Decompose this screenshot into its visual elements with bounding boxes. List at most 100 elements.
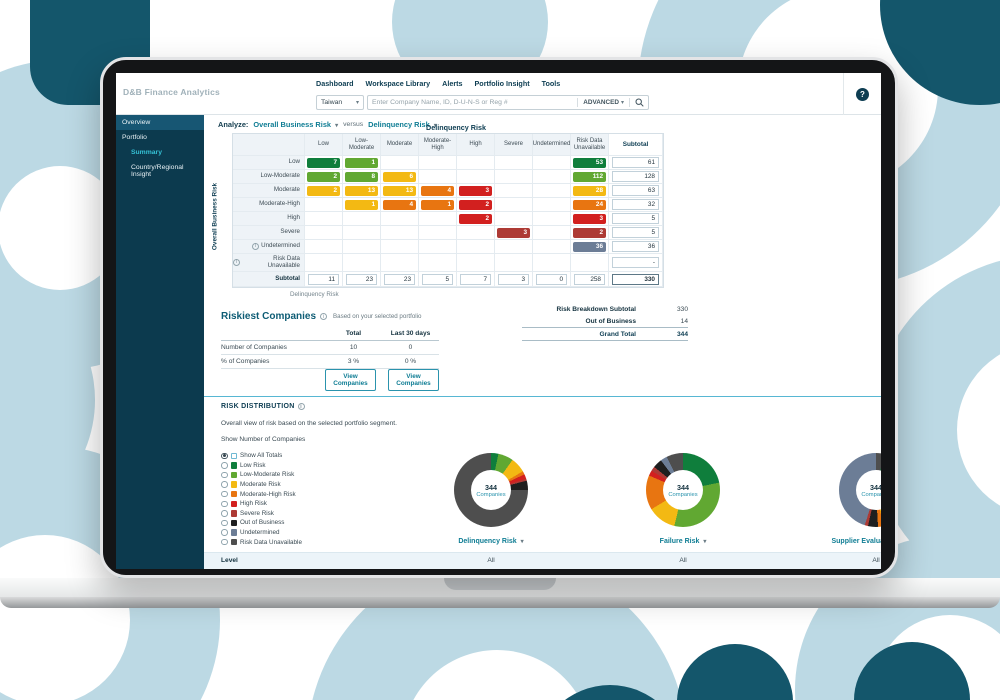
help-button[interactable]: ? <box>856 87 869 101</box>
legend-swatch[interactable] <box>230 510 237 517</box>
subtotal-value[interactable]: 61 <box>612 157 659 168</box>
view-companies-button-last30[interactable]: View Companies <box>388 369 439 391</box>
radio-button[interactable] <box>221 500 228 508</box>
primary-risk-dropdown[interactable]: Overall Business Risk ▾ <box>253 120 339 129</box>
legend-swatch[interactable] <box>230 529 237 536</box>
subtotal-value[interactable]: 7 <box>460 273 491 285</box>
legend-swatch[interactable] <box>230 538 237 546</box>
subtotal-value[interactable]: 5 <box>422 273 453 285</box>
subtotal-value[interactable]: 23 <box>346 273 377 285</box>
legend-swatch[interactable] <box>230 490 237 498</box>
subtotal-value[interactable]: 258 <box>574 273 605 285</box>
legend-item-high[interactable]: High Risk <box>221 499 302 509</box>
view-companies-button-total[interactable]: View Companies <box>325 369 376 391</box>
matrix-cell-bar[interactable]: 2 <box>573 227 606 238</box>
matrix-cell-bar[interactable]: 2 <box>307 185 340 196</box>
matrix-cell-bar[interactable]: 1 <box>345 157 378 168</box>
nav-item-workspace-library[interactable]: Workspace Library <box>365 79 431 88</box>
info-icon[interactable]: i <box>297 403 305 410</box>
matrix-cell-bar[interactable]: 4 <box>421 185 454 196</box>
matrix-cell-bar[interactable]: 13 <box>383 185 416 196</box>
matrix-cell-bar[interactable]: 8 <box>345 171 378 182</box>
radio-button[interactable] <box>221 510 228 517</box>
matrix-cell-bar[interactable]: 53 <box>573 157 606 168</box>
sidebar-item-overview[interactable]: Overview <box>116 115 204 130</box>
nav-item-tools[interactable]: Tools <box>541 79 561 88</box>
legend-item-low[interactable]: Low Risk <box>221 461 302 471</box>
nav-item-alerts[interactable]: Alerts <box>442 79 463 88</box>
legend-label: Undetermined <box>240 529 280 537</box>
subtotal-value[interactable]: 63 <box>612 185 659 196</box>
radio-button[interactable] <box>221 471 228 479</box>
legend-item-undetermined[interactable]: Undetermined <box>221 528 302 538</box>
legend-swatch[interactable] <box>230 481 237 488</box>
legend-item-out_of_business[interactable]: Out of Business <box>221 518 302 528</box>
subtotal-value[interactable]: 5 <box>612 213 659 224</box>
legend-item-severe[interactable]: Severe Risk <box>221 509 302 519</box>
region-select[interactable]: Taiwan ▾ <box>316 95 364 110</box>
subtotal-value[interactable]: 11 <box>308 273 339 285</box>
matrix-cell-bar[interactable]: 28 <box>573 185 606 196</box>
subtotal-value[interactable]: 23 <box>384 273 415 285</box>
subtotal-value[interactable]: 36 <box>612 241 659 252</box>
subtotal-value[interactable]: 128 <box>612 171 659 182</box>
matrix-cell-bar[interactable]: 2 <box>459 199 492 210</box>
company-search-input[interactable]: Enter Company Name, ID, D-U-N-S or Reg #… <box>367 95 649 110</box>
matrix-cell-bar[interactable]: 13 <box>345 185 378 196</box>
subtotal-value[interactable]: 32 <box>612 199 659 210</box>
search-icon[interactable] <box>635 98 644 107</box>
radio-button[interactable] <box>221 481 228 488</box>
radio-button[interactable] <box>221 538 228 546</box>
donut-label-dropdown[interactable]: Failure Risk ▾ <box>613 538 753 545</box>
matrix-cell-bar[interactable]: 2 <box>307 171 340 182</box>
radio-button[interactable] <box>221 452 228 460</box>
legend-swatch[interactable] <box>230 500 237 508</box>
info-icon[interactable]: i <box>252 243 260 250</box>
legend-item-all[interactable]: Show All Totals <box>221 451 302 461</box>
sidebar-item-portfolio[interactable]: Portfolio <box>122 134 147 141</box>
radio-button[interactable] <box>221 519 228 527</box>
donut-label-dropdown[interactable]: Delinquency Risk ▾ <box>421 538 561 545</box>
radio-button[interactable] <box>221 462 228 469</box>
info-icon[interactable]: i <box>233 259 240 266</box>
legend-item-moderate_high[interactable]: Moderate-High Risk <box>221 489 302 499</box>
radio-button[interactable] <box>221 529 228 536</box>
matrix-cell-bar[interactable]: 3 <box>573 213 606 224</box>
radio-button[interactable] <box>221 490 228 498</box>
legend-item-low_moderate[interactable]: Low-Moderate Risk <box>221 470 302 480</box>
nav-item-dashboard[interactable]: Dashboard <box>316 79 354 88</box>
legend-item-risk_data_unavailable[interactable]: Risk Data Unavailable <box>221 537 302 547</box>
donut-chart-failure-risk[interactable]: 344 Companies <box>646 453 720 527</box>
matrix-cell-bar[interactable]: 7 <box>307 157 340 168</box>
subtotal-value[interactable]: - <box>612 257 659 268</box>
donut-chart-delinquency-risk[interactable]: 344 Companies <box>454 453 528 527</box>
matrix-cell-bar[interactable]: 24 <box>573 199 606 210</box>
subtotal-value[interactable]: 0 <box>536 273 567 285</box>
info-icon[interactable]: i <box>320 313 328 320</box>
legend-swatch[interactable] <box>230 462 237 469</box>
matrix-cell-bar[interactable]: 36 <box>573 241 606 252</box>
matrix-cell-bar[interactable]: 1 <box>421 199 454 210</box>
matrix-cell-bar[interactable]: 4 <box>383 199 416 210</box>
matrix-cell-bar[interactable]: 2 <box>459 213 492 224</box>
nav-item-portfolio-insight[interactable]: Portfolio Insight <box>474 79 530 88</box>
legend-item-moderate[interactable]: Moderate Risk <box>221 480 302 490</box>
advanced-search-button[interactable]: ADVANCED <box>583 99 619 106</box>
sidebar-item-summary[interactable]: Summary <box>131 149 162 156</box>
matrix-cell-bar[interactable]: 112 <box>573 171 606 182</box>
subtotal-value[interactable]: 3 <box>498 273 529 285</box>
checkbox[interactable] <box>230 452 237 460</box>
grand-subtotal-value[interactable]: 330 <box>612 273 659 285</box>
matrix-cell-bar[interactable]: 3 <box>459 185 492 196</box>
secondary-risk-dropdown[interactable]: Delinquency Risk ▾ <box>368 120 437 129</box>
legend-swatch[interactable] <box>230 471 237 479</box>
legend-swatch[interactable] <box>230 519 237 527</box>
subtotal-value[interactable]: 5 <box>612 227 659 238</box>
donut-label-dropdown[interactable]: Supplier Evaluation Risk ▾ <box>806 538 881 545</box>
matrix-cell-bar[interactable]: 1 <box>345 199 378 210</box>
grand-total-value: 344 <box>676 330 688 338</box>
matrix-cell-bar[interactable]: 3 <box>497 227 530 238</box>
sidebar-item-country-regional-insight[interactable]: Country/Regional Insight <box>131 164 184 178</box>
matrix-cell-bar[interactable]: 6 <box>383 171 416 182</box>
